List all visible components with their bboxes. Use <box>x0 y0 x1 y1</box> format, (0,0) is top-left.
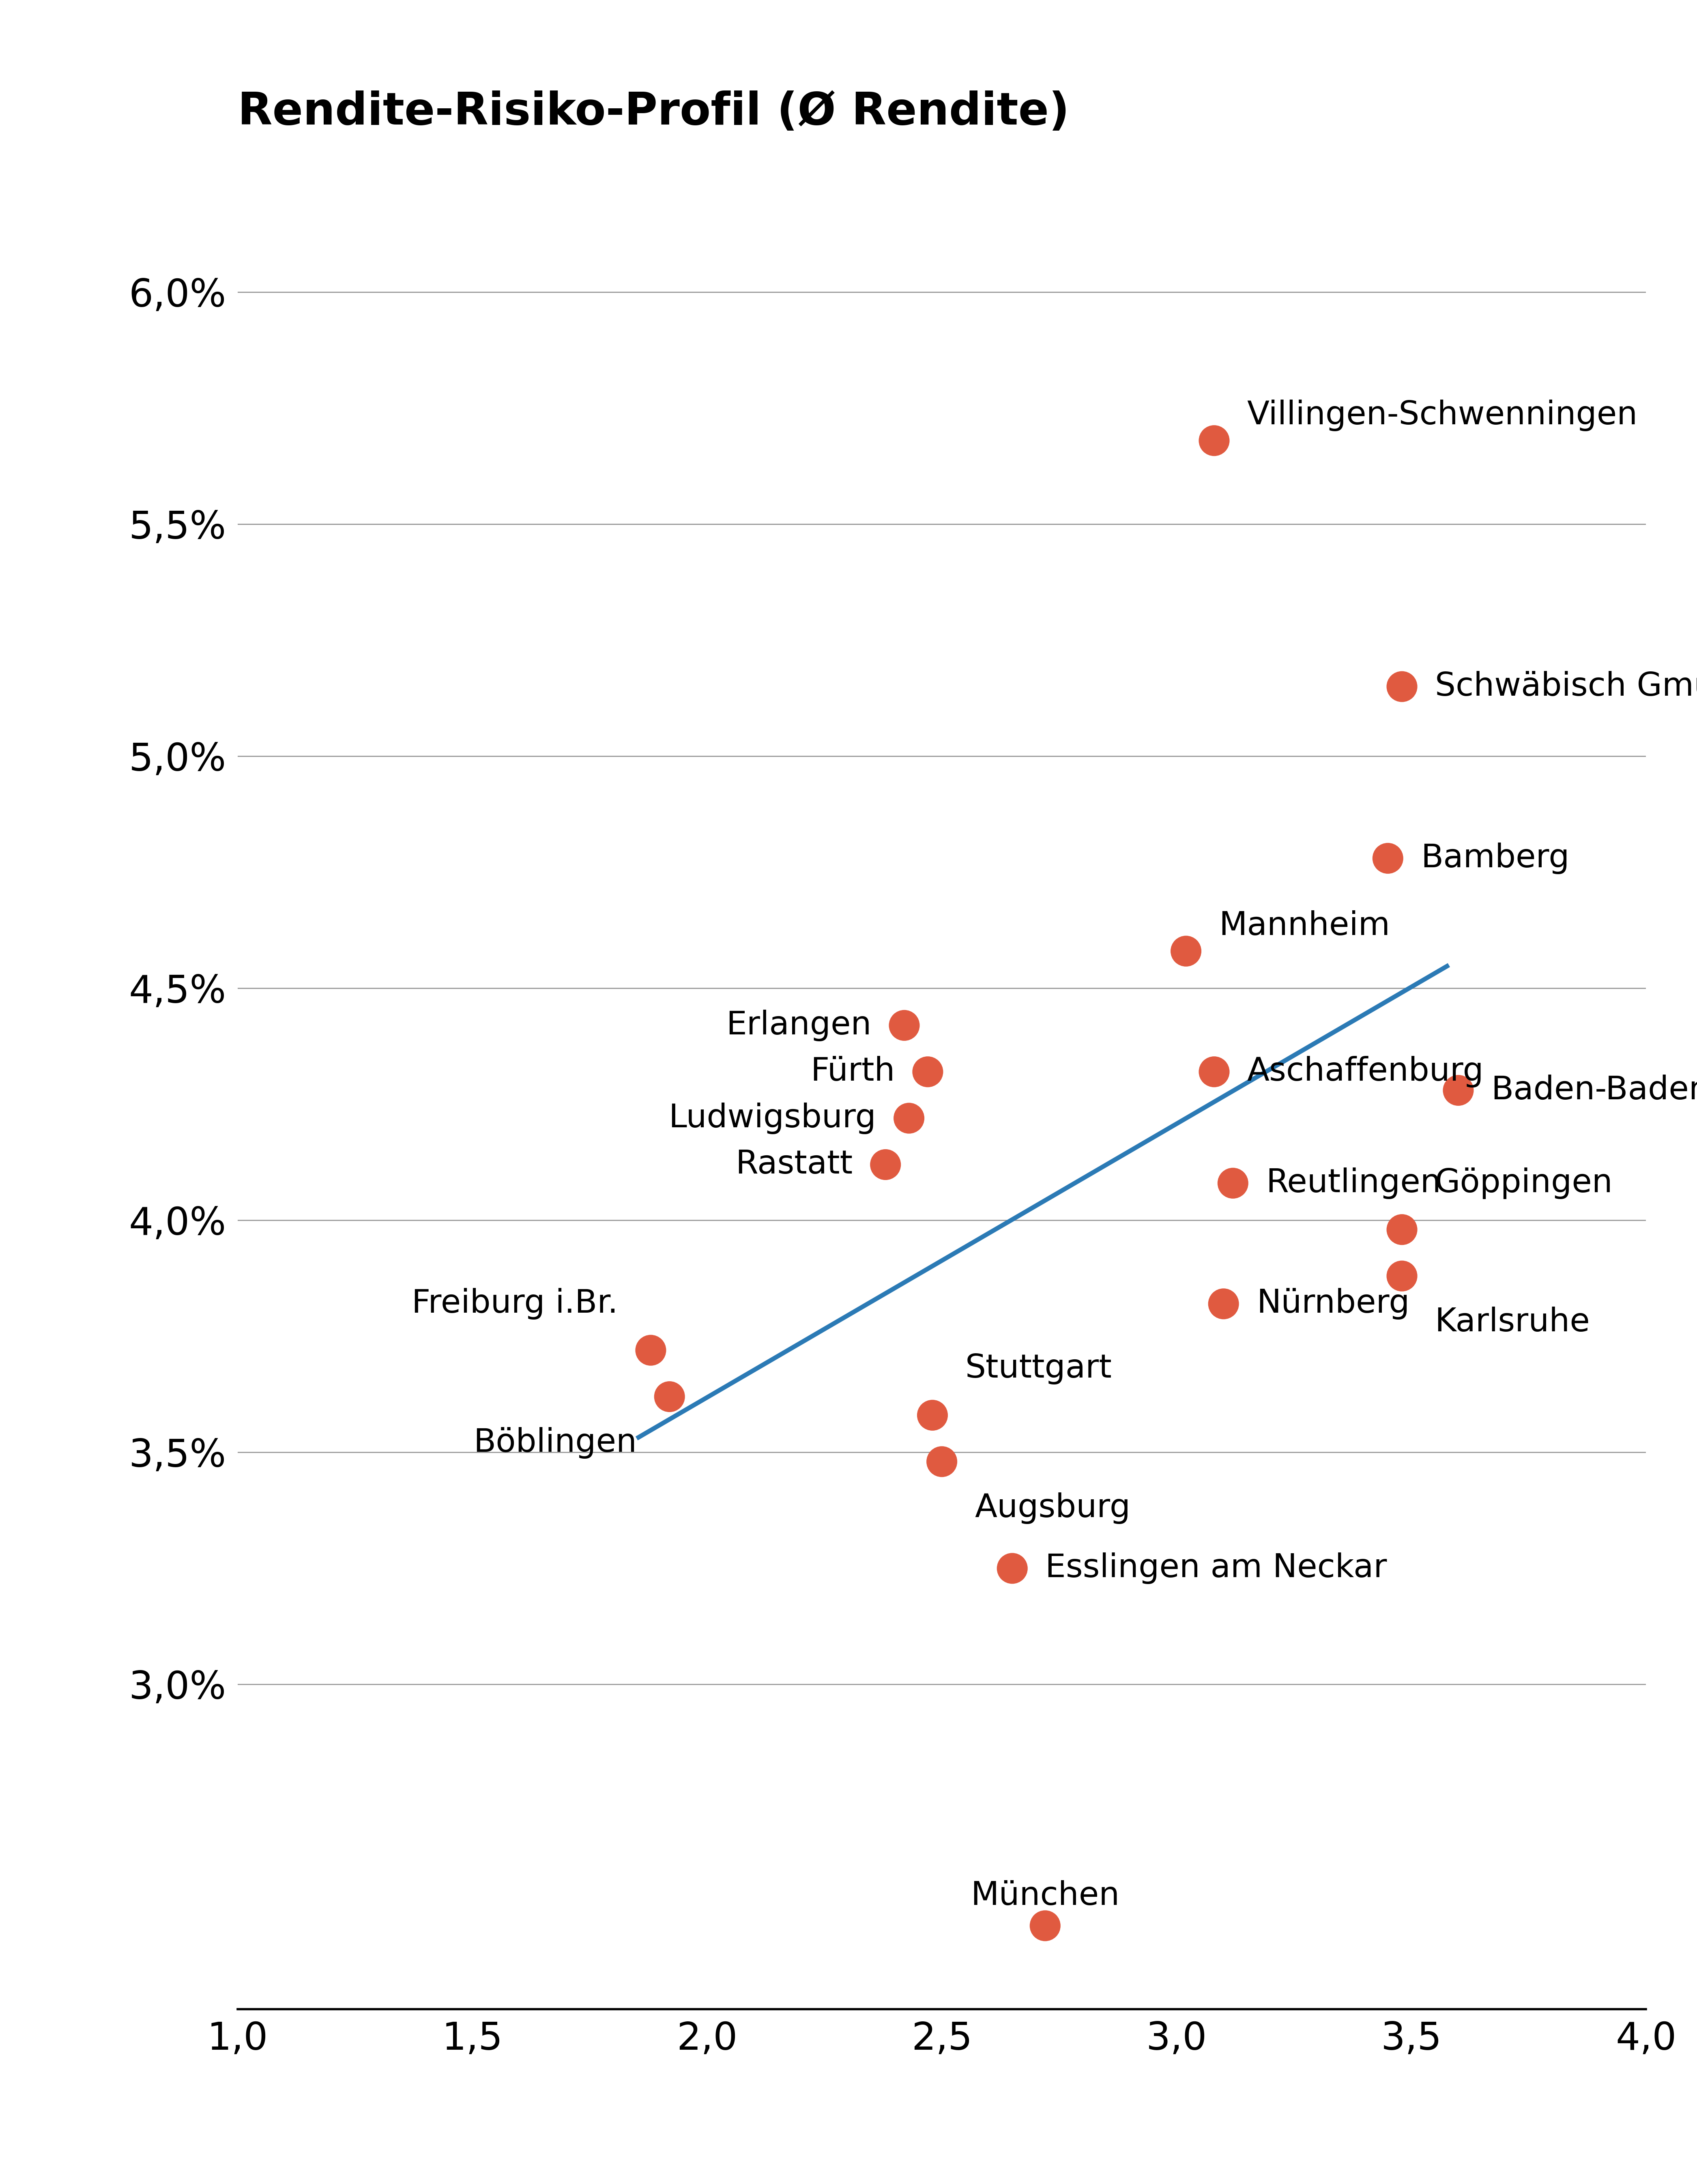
Text: Erlangen: Erlangen <box>726 1009 872 1042</box>
Text: Fürth: Fürth <box>811 1057 894 1088</box>
Text: Villingen-Schwenningen: Villingen-Schwenningen <box>1247 400 1638 432</box>
Text: Freiburg i.Br.: Freiburg i.Br. <box>412 1289 618 1319</box>
Text: Baden-Baden: Baden-Baden <box>1492 1075 1697 1105</box>
Point <box>896 1101 923 1136</box>
Text: Rendite-Risiko-Profil (Ø Rendite): Rendite-Risiko-Profil (Ø Rendite) <box>238 90 1069 133</box>
Point <box>998 1551 1025 1586</box>
Text: Aschaffenburg: Aschaffenburg <box>1247 1057 1483 1088</box>
Point <box>1200 424 1227 459</box>
Text: Rastatt: Rastatt <box>735 1149 852 1179</box>
Point <box>1388 1258 1415 1293</box>
Text: Schwäbisch Gmünd: Schwäbisch Gmünd <box>1434 670 1697 703</box>
Text: Augsburg: Augsburg <box>974 1492 1130 1524</box>
Text: Bamberg: Bamberg <box>1420 843 1570 874</box>
Text: Nürnberg: Nürnberg <box>1256 1289 1410 1319</box>
Point <box>1220 1166 1247 1201</box>
Point <box>1210 1286 1237 1321</box>
Text: München: München <box>971 1880 1120 1911</box>
Text: Ludwigsburg: Ludwigsburg <box>669 1103 876 1133</box>
Text: Stuttgart: Stuttgart <box>966 1354 1112 1385</box>
Point <box>1032 1909 1059 1944</box>
Text: Mannheim: Mannheim <box>1218 911 1390 941</box>
Point <box>1444 1072 1471 1107</box>
Point <box>891 1009 918 1044</box>
Point <box>872 1147 899 1182</box>
Point <box>1200 1055 1227 1090</box>
Point <box>1173 935 1200 970</box>
Point <box>1375 841 1402 876</box>
Text: Reutlingen: Reutlingen <box>1266 1168 1441 1199</box>
Point <box>657 1380 684 1415</box>
Point <box>1388 1212 1415 1247</box>
Text: Göppingen: Göppingen <box>1434 1168 1612 1199</box>
Point <box>918 1398 945 1433</box>
Text: Karlsruhe: Karlsruhe <box>1434 1306 1590 1339</box>
Point <box>915 1055 942 1090</box>
Point <box>928 1444 955 1479</box>
Text: Esslingen am Neckar: Esslingen am Neckar <box>1045 1553 1386 1583</box>
Text: Böblingen: Böblingen <box>473 1428 636 1459</box>
Point <box>1388 668 1415 703</box>
Point <box>636 1332 664 1367</box>
